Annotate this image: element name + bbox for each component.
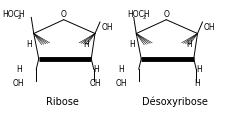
Text: H: H — [194, 78, 200, 87]
Text: H: H — [129, 39, 135, 48]
Text: OH: OH — [13, 78, 24, 87]
Text: H: H — [16, 65, 22, 73]
Text: OH: OH — [116, 78, 127, 87]
Text: OH: OH — [101, 23, 113, 32]
Text: H: H — [118, 65, 124, 73]
Text: H: H — [196, 65, 202, 73]
Text: H: H — [94, 65, 99, 73]
Text: H: H — [84, 39, 89, 48]
Text: Ribose: Ribose — [46, 96, 79, 106]
Text: O: O — [61, 10, 67, 19]
Text: OH: OH — [89, 78, 101, 87]
Text: Désoxyribose: Désoxyribose — [142, 96, 208, 106]
Text: H: H — [186, 39, 192, 48]
Text: O: O — [163, 10, 169, 19]
Text: 2: 2 — [18, 15, 22, 20]
Text: OH: OH — [204, 23, 216, 32]
Text: H: H — [26, 39, 32, 48]
Text: HOCH: HOCH — [128, 10, 150, 19]
Text: 2: 2 — [143, 15, 146, 20]
Text: HOCH: HOCH — [2, 10, 25, 19]
